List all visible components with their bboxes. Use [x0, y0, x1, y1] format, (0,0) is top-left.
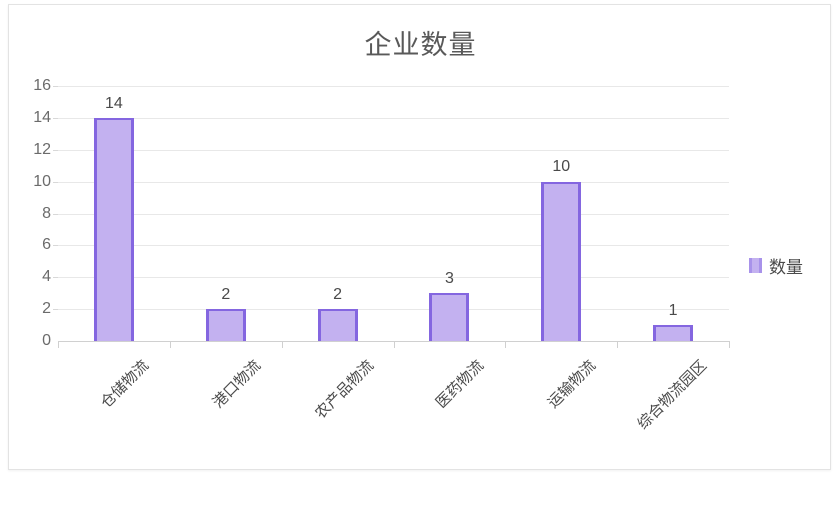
gridline	[58, 245, 729, 247]
gridline	[58, 117, 729, 119]
y-axis-tick-label: 10	[33, 172, 51, 190]
legend-label-quantity[interactable]: 数量	[769, 258, 803, 277]
x-axis-tick-mark	[169, 342, 171, 348]
chart-title: 企业数量	[364, 30, 477, 60]
bar-data-label: 3	[444, 270, 454, 287]
bar-comprehensive-logistics-park[interactable]	[653, 325, 694, 341]
bar-warehousing-logistics[interactable]	[93, 117, 134, 341]
y-axis-tick-mark	[53, 214, 58, 215]
y-axis: 16 14 12 10 8 6 4 2 0	[19, 77, 51, 349]
y-axis-tick-label: 4	[42, 268, 51, 286]
bar-data-label: 14	[104, 95, 123, 112]
y-axis-tick-label: 8	[42, 204, 51, 222]
gridline	[58, 149, 729, 151]
x-axis-tick-mark	[281, 342, 283, 348]
gridline	[58, 277, 729, 279]
gridline	[58, 309, 729, 311]
y-axis-tick-label: 0	[42, 332, 51, 349]
y-axis-tick-label: 2	[42, 300, 51, 318]
y-axis-tick-mark	[53, 182, 58, 183]
y-axis-tick-label: 14	[33, 108, 51, 126]
x-axis-tick-mark	[729, 342, 730, 348]
y-axis-tick-mark	[53, 277, 58, 278]
gridline	[58, 86, 729, 87]
bar-data-label: 1	[668, 302, 678, 319]
y-axis-tick-mark	[53, 245, 58, 246]
bar-data-label: 2	[221, 286, 231, 303]
x-axis-tick-mark	[58, 342, 59, 348]
chart-frame: 企业数量 16 14 12 10 8 6 4 2 0 14 2	[8, 4, 831, 470]
y-axis-tick-mark	[53, 118, 58, 119]
y-axis-tick-label: 6	[42, 236, 51, 254]
bar-data-label: 10	[552, 158, 571, 175]
y-axis-tick-mark	[53, 150, 58, 151]
y-axis-tick-label: 12	[33, 140, 51, 158]
y-axis-tick-label: 16	[33, 77, 51, 94]
gridline	[58, 213, 729, 215]
x-axis-line	[58, 341, 730, 342]
bar-agricultural-products-logistics[interactable]	[317, 309, 358, 341]
bar-data-label: 2	[333, 286, 343, 303]
x-axis-tick-mark	[617, 342, 619, 348]
bar-port-logistics[interactable]	[205, 309, 246, 341]
legend: 数量	[749, 253, 803, 278]
legend-color-swatch	[749, 258, 762, 273]
y-axis-tick-mark	[53, 86, 58, 87]
x-axis-tick-mark	[393, 342, 395, 348]
x-axis-tick-mark	[505, 342, 507, 348]
bar-pharmaceutical-logistics[interactable]	[429, 293, 470, 341]
y-axis-tick-mark	[53, 309, 58, 310]
gridline	[58, 181, 729, 183]
bar-transport-logistics[interactable]	[541, 181, 582, 341]
plot-area: 14 2 2 3 10 1	[58, 86, 729, 341]
